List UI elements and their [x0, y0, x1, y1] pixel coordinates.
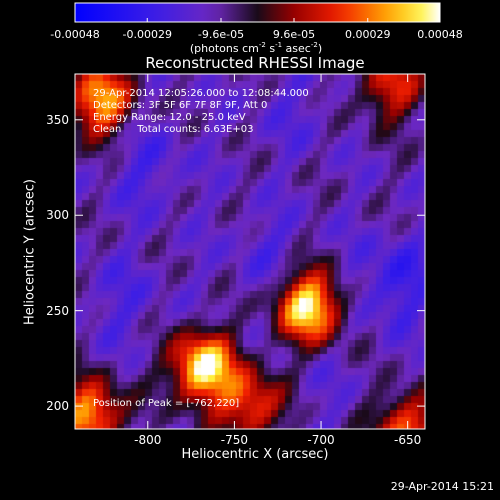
colorbar-tick-label: -0.00048: [50, 28, 100, 41]
y-tick-label: 200: [46, 399, 69, 414]
x-tick-label: -800: [134, 433, 162, 447]
x-tick-label: -650: [394, 433, 422, 447]
y-tick-label: 250: [46, 303, 69, 318]
y-tick-label: 300: [46, 208, 69, 223]
colorbar-tick-label: -0.00029: [122, 28, 172, 41]
x-axis-label: Heliocentric X (arcsec): [181, 447, 329, 462]
x-tick-label: -750: [220, 433, 249, 447]
colorbar-units: (photons cm-2 s-1 asec-2): [189, 41, 323, 55]
info-line-detectors: Detectors: 3F 5F 6F 7F 8F 9F, Att 0: [93, 100, 268, 111]
colorbar-tick-label: 0.00048: [417, 28, 463, 41]
colorbar-gradient: [74, 2, 441, 23]
chart-title: Reconstructed RHESSI Image: [145, 54, 365, 72]
y-axis-label: Heliocentric Y (arcsec): [22, 179, 38, 325]
peak-position-label: Position of Peak = [-762,220]: [93, 398, 240, 409]
info-line-energy: Energy Range: 12.0 - 25.0 keV: [93, 112, 246, 123]
colorbar-tick-label: 0.00029: [345, 28, 391, 41]
info-line-counts: Clean Total counts: 6.63E+03: [93, 124, 254, 135]
info-line-time: 29-Apr-2014 12:05:26.000 to 12:08:44.000: [93, 88, 309, 99]
colorbar-tick-label: 9.6e-05: [272, 28, 316, 41]
colorbar: [74, 2, 441, 23]
colorbar-tick-label: -9.6e-05: [197, 28, 245, 41]
y-tick-label: 350: [46, 112, 69, 127]
x-tick-label: -700: [307, 433, 335, 447]
plot-timestamp: 29-Apr-2014 15:21: [390, 480, 494, 493]
